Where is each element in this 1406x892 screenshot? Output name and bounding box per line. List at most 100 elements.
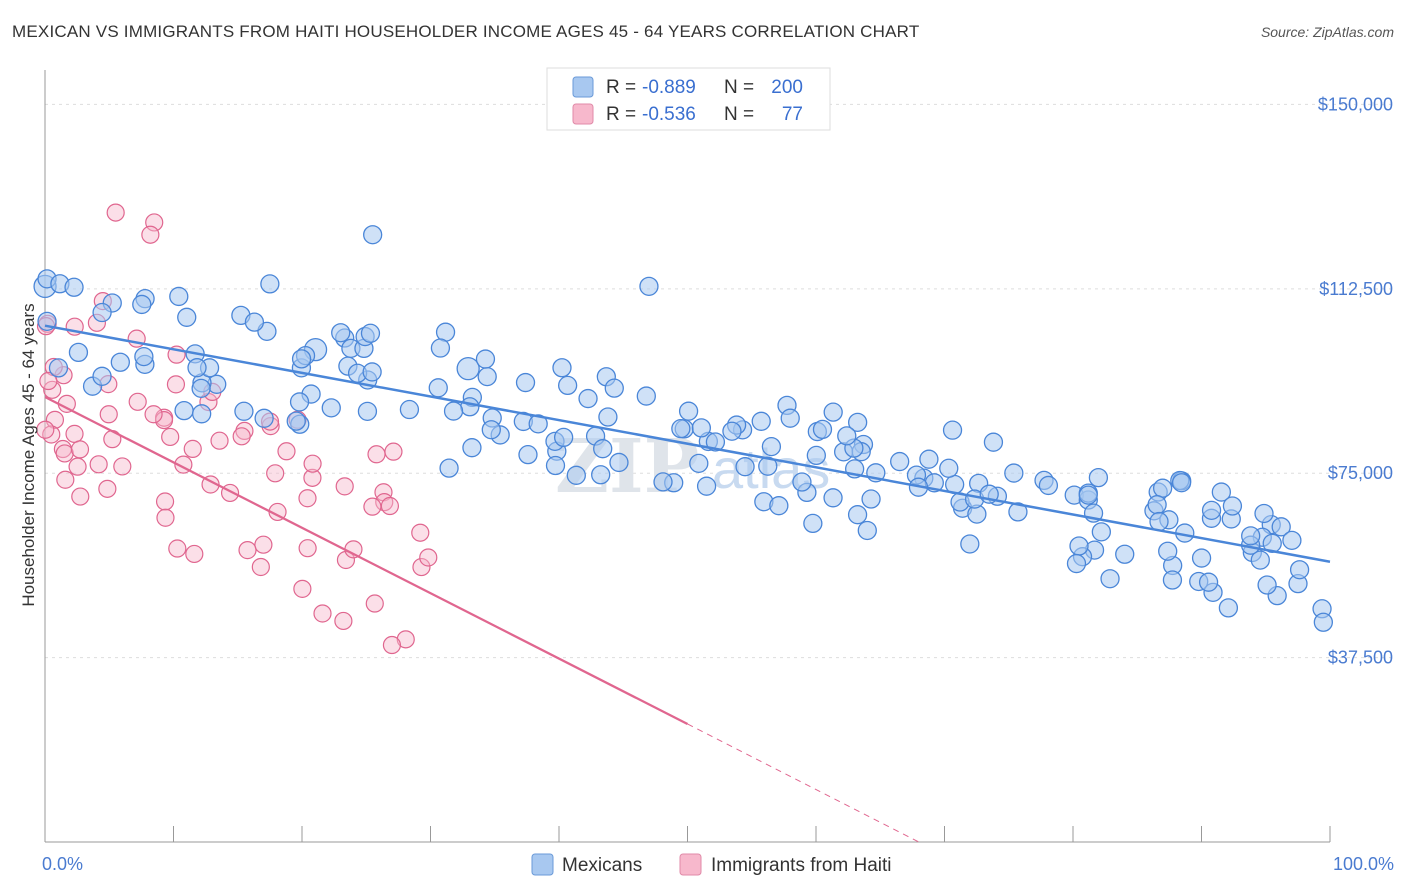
mexicans-point xyxy=(780,408,800,428)
mexicans-point xyxy=(518,444,538,465)
haiti-point xyxy=(168,539,187,558)
haiti-point xyxy=(277,442,296,461)
mexicans-point xyxy=(110,352,130,372)
stats-legend: R = -0.889 N = 200 R = -0.536 N = 77 xyxy=(546,67,831,131)
mexicans-point xyxy=(1152,478,1173,498)
mexicans-point xyxy=(244,312,265,332)
mexicans-point xyxy=(803,513,823,534)
mexicans-point xyxy=(578,388,598,409)
stats-n-label-1: N = xyxy=(724,77,754,98)
legend-swatch-mexicans xyxy=(531,853,554,876)
haiti-point xyxy=(303,454,322,473)
mexicans-point xyxy=(1271,517,1291,537)
haiti-point xyxy=(411,523,430,542)
stats-n-label-2: N = xyxy=(724,104,754,125)
mexicans-point xyxy=(1078,485,1098,505)
mexicans-point xyxy=(609,452,629,473)
mexicans-point xyxy=(363,225,383,245)
mexicans-point xyxy=(331,323,351,343)
mexicans-point xyxy=(192,404,212,424)
mexicans-point xyxy=(636,386,656,406)
mexicans-point xyxy=(545,455,566,476)
mexicans-point xyxy=(357,401,378,421)
mexicans-point xyxy=(758,456,778,476)
haiti-point xyxy=(98,479,117,498)
haiti-point xyxy=(36,420,55,439)
haiti-point xyxy=(293,579,312,598)
mexicans-point xyxy=(653,472,673,492)
mexicans-point xyxy=(847,412,868,433)
mexicans-point xyxy=(604,378,624,398)
mexicans-point xyxy=(430,338,451,358)
haiti-point xyxy=(313,604,332,623)
haiti-point xyxy=(266,464,285,483)
mexicans-point xyxy=(823,488,843,508)
mexicans-point xyxy=(477,366,497,387)
stats-legend-box xyxy=(546,67,831,131)
haiti-point xyxy=(65,424,84,443)
mexicans-point xyxy=(566,465,586,485)
mexicans-point xyxy=(696,476,717,496)
mexicans-point xyxy=(735,457,755,477)
x-tick-label-max: 100.0% xyxy=(1333,854,1394,874)
y-tick-labels: $37,500 $75,000 $112,500 $150,000 xyxy=(1318,94,1393,667)
y-tick-label-1: $75,000 xyxy=(1328,463,1393,483)
y-tick-label-3: $150,000 xyxy=(1318,94,1393,114)
mexicans-point xyxy=(321,398,341,418)
series-mexicans-points xyxy=(33,225,1334,632)
mexicans-point xyxy=(691,418,712,438)
mexicans-point xyxy=(1091,522,1111,542)
mexicans-point xyxy=(857,520,877,541)
trend-lines xyxy=(44,324,1331,843)
mexicans-point xyxy=(1100,569,1120,589)
haiti-point xyxy=(144,405,163,424)
mexicans-point xyxy=(254,408,274,428)
haiti-point xyxy=(298,489,317,508)
haiti-point xyxy=(367,445,386,464)
mexicans-point xyxy=(169,286,189,307)
haiti-point xyxy=(380,496,399,516)
mexicans-point xyxy=(861,489,881,509)
stats-r-value-2: -0.536 xyxy=(642,104,696,125)
mexicans-point xyxy=(399,399,420,420)
haiti-point xyxy=(113,457,132,476)
x-tick-label-min: 0.0% xyxy=(42,854,83,874)
mexicans-point xyxy=(678,401,699,421)
mexicans-point xyxy=(1162,570,1183,590)
haiti-point xyxy=(303,468,322,487)
mexicans-point xyxy=(553,427,574,448)
trend-line-haiti xyxy=(44,395,689,726)
haiti-point xyxy=(344,540,363,559)
haiti-point xyxy=(166,375,186,394)
mexicans-point xyxy=(1066,553,1087,574)
y-tick-label-0: $37,500 xyxy=(1328,648,1393,668)
mexicans-point xyxy=(1254,503,1274,524)
haiti-point xyxy=(254,535,273,554)
chart-title: MEXICAN VS IMMIGRANTS FROM HAITI HOUSEHO… xyxy=(12,22,920,41)
stats-swatch-haiti xyxy=(572,103,594,125)
haiti-point xyxy=(42,425,61,444)
mexicans-point xyxy=(428,378,448,398)
haiti-point xyxy=(43,380,62,399)
mexicans-point xyxy=(132,294,152,315)
mexicans-point xyxy=(64,277,84,297)
mexicans-point xyxy=(1198,572,1219,592)
mexicans-point xyxy=(792,472,812,492)
mexicans-point xyxy=(177,307,197,327)
haiti-point xyxy=(183,439,202,458)
legend-label-haiti: Immigrants from Haiti xyxy=(711,855,892,876)
mexicans-point xyxy=(823,402,843,422)
mexicans-point xyxy=(1282,530,1302,551)
mexicans-point xyxy=(1211,482,1231,502)
source-label: Source: ZipAtlas.com xyxy=(1260,24,1394,40)
mexicans-point xyxy=(291,349,312,369)
mexicans-point xyxy=(769,496,789,516)
series-haiti-points xyxy=(36,203,438,655)
mexicans-point xyxy=(1241,526,1261,546)
mexicans-point xyxy=(475,349,496,369)
mexicans-point xyxy=(1289,560,1310,580)
mexicans-point xyxy=(761,436,782,457)
stats-n-value-2: 77 xyxy=(782,104,803,125)
mexicans-point xyxy=(890,451,910,472)
